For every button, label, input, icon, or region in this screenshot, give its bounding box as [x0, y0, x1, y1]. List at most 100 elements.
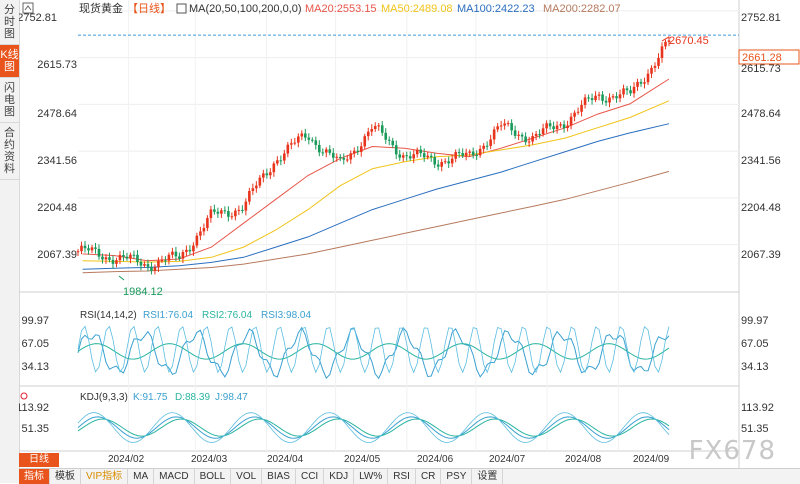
- candle-body-133: [541, 128, 545, 135]
- kdj-left-tick-113: 113.92: [19, 402, 49, 414]
- right-tick-2615: 2615.73: [741, 63, 781, 75]
- sidebar: 分时图 K线图 闪电图 合约资料: [0, 0, 20, 483]
- candle-body-2: [83, 245, 87, 249]
- candle-body-106: [447, 161, 450, 164]
- candle-body-22: [153, 267, 157, 271]
- d-value: D:88.39: [175, 392, 210, 403]
- candle-body-59: [283, 153, 286, 161]
- candle-body-93: [401, 155, 405, 158]
- toolbar-vip-indicators[interactable]: VIP指标: [81, 469, 129, 484]
- candle-body-50: [251, 188, 255, 191]
- toolbar-cci[interactable]: CCI: [296, 469, 325, 484]
- left-tick-2204: 2204.48: [37, 202, 77, 214]
- toolbar-indicators[interactable]: 指标: [19, 469, 50, 484]
- kline-chart[interactable]: 现货黄金 【日线】 MA(20,50,100,200,0,0) MA20:255…: [19, 0, 800, 468]
- candle-body-48: [244, 201, 248, 211]
- rsi-right-tick-99: 99.97: [741, 315, 769, 327]
- candle-body-44: [230, 216, 234, 218]
- period-button[interactable]: 日线: [19, 453, 59, 467]
- candle-body-140: [566, 125, 569, 129]
- current-price-box: [738, 49, 800, 65]
- candle-body-130: [531, 136, 534, 142]
- toolbar-psy[interactable]: PSY: [441, 469, 473, 484]
- candle-body-124: [510, 123, 513, 131]
- candle-body-84: [370, 129, 374, 132]
- candle-body-120: [496, 126, 499, 130]
- k-value: K:91.75: [133, 392, 168, 403]
- candle-body-126: [517, 134, 520, 136]
- candle-body-11: [115, 260, 118, 264]
- settings-icon-glyph: [24, 5, 32, 11]
- candle-body-148: [594, 95, 597, 101]
- x-label-2024-08: 2024/08: [565, 454, 602, 465]
- candle-body-72: [328, 149, 332, 153]
- candle-body-30: [181, 252, 185, 259]
- right-tick-2204: 2204.48: [741, 202, 781, 214]
- candle-body-108: [454, 152, 457, 159]
- candle-body-19: [143, 264, 146, 266]
- toolbar-lw[interactable]: LW%: [354, 469, 389, 484]
- ma-toggle-icon[interactable]: [176, 3, 187, 14]
- rsi3-value: RSI3:98.04: [261, 310, 311, 321]
- candle-body-5: [94, 247, 97, 249]
- toolbar-templates[interactable]: 模板: [50, 469, 81, 484]
- candle-body-67: [311, 139, 314, 141]
- candle-body-160: [636, 81, 639, 87]
- candle-body-131: [534, 133, 538, 137]
- candle-body-154: [615, 96, 618, 99]
- toolbar-kdj[interactable]: KDJ: [324, 469, 355, 484]
- candle-body-142: [573, 112, 576, 117]
- candle-body-116: [482, 145, 485, 149]
- kdj-settings-icon[interactable]: [20, 392, 28, 400]
- rsi-left-tick-67: 67.05: [21, 338, 49, 350]
- candle-body-89: [387, 139, 391, 141]
- candle-body-10: [111, 259, 115, 264]
- toolbar-macd[interactable]: MACD: [154, 469, 195, 484]
- candle-body-123: [506, 123, 510, 125]
- candle-body-82: [363, 136, 367, 147]
- rsi2-value: RSI2:76.04: [202, 310, 252, 321]
- left-tick-2478: 2478.64: [37, 108, 77, 120]
- candle-body-17: [136, 254, 139, 262]
- chart-area: 现货黄金 【日线】 MA(20,50,100,200,0,0) MA20:255…: [19, 0, 800, 484]
- candle-body-80: [356, 150, 360, 152]
- tab-flash[interactable]: 闪电图: [0, 78, 19, 123]
- candle-body-141: [569, 116, 573, 126]
- candle-body-45: [234, 210, 237, 217]
- d-line: [77, 418, 670, 437]
- tab-kline[interactable]: K线图: [0, 45, 19, 78]
- kdj-left-tick-51: 51.35: [21, 423, 49, 435]
- settings-icon[interactable]: [22, 2, 34, 14]
- candle-body-102: [433, 157, 436, 165]
- toolbar-vol[interactable]: VOL: [231, 469, 263, 484]
- candle-body-119: [492, 129, 496, 140]
- tab-contract-info[interactable]: 合约资料: [0, 123, 19, 180]
- toolbar-ma[interactable]: MA: [128, 469, 155, 484]
- candle-body-54: [265, 173, 269, 176]
- x-label-2024-02: 2024/02: [108, 454, 145, 465]
- toolbar-settings[interactable]: 设置: [472, 469, 504, 484]
- candle-body-55: [269, 172, 272, 176]
- candle-body-94: [405, 155, 409, 157]
- rsi-right-tick-67: 67.05: [741, 338, 769, 350]
- tab-timeshare[interactable]: 分时图: [0, 0, 19, 45]
- toolbar-bias[interactable]: BIAS: [262, 469, 296, 484]
- toolbar-cr[interactable]: CR: [416, 469, 442, 484]
- candle-body-26: [167, 254, 171, 261]
- candle-body-12: [118, 254, 122, 261]
- candle-body-100: [426, 155, 430, 158]
- candle-body-91: [394, 145, 398, 155]
- x-label-2024-04: 2024/04: [267, 454, 304, 465]
- toolbar-rsi[interactable]: RSI: [388, 469, 416, 484]
- candle-body-136: [552, 126, 555, 130]
- candle-body-40: [216, 211, 220, 214]
- candle-body-161: [639, 81, 643, 84]
- candle-body-128: [524, 136, 527, 143]
- candle-body-16: [132, 254, 136, 256]
- candle-body-113: [471, 151, 475, 156]
- candle-body-18: [139, 261, 143, 266]
- candle-body-139: [562, 124, 566, 129]
- candle-body-104: [440, 161, 443, 167]
- rsi1-line: [77, 326, 670, 380]
- toolbar-boll[interactable]: BOLL: [195, 469, 232, 484]
